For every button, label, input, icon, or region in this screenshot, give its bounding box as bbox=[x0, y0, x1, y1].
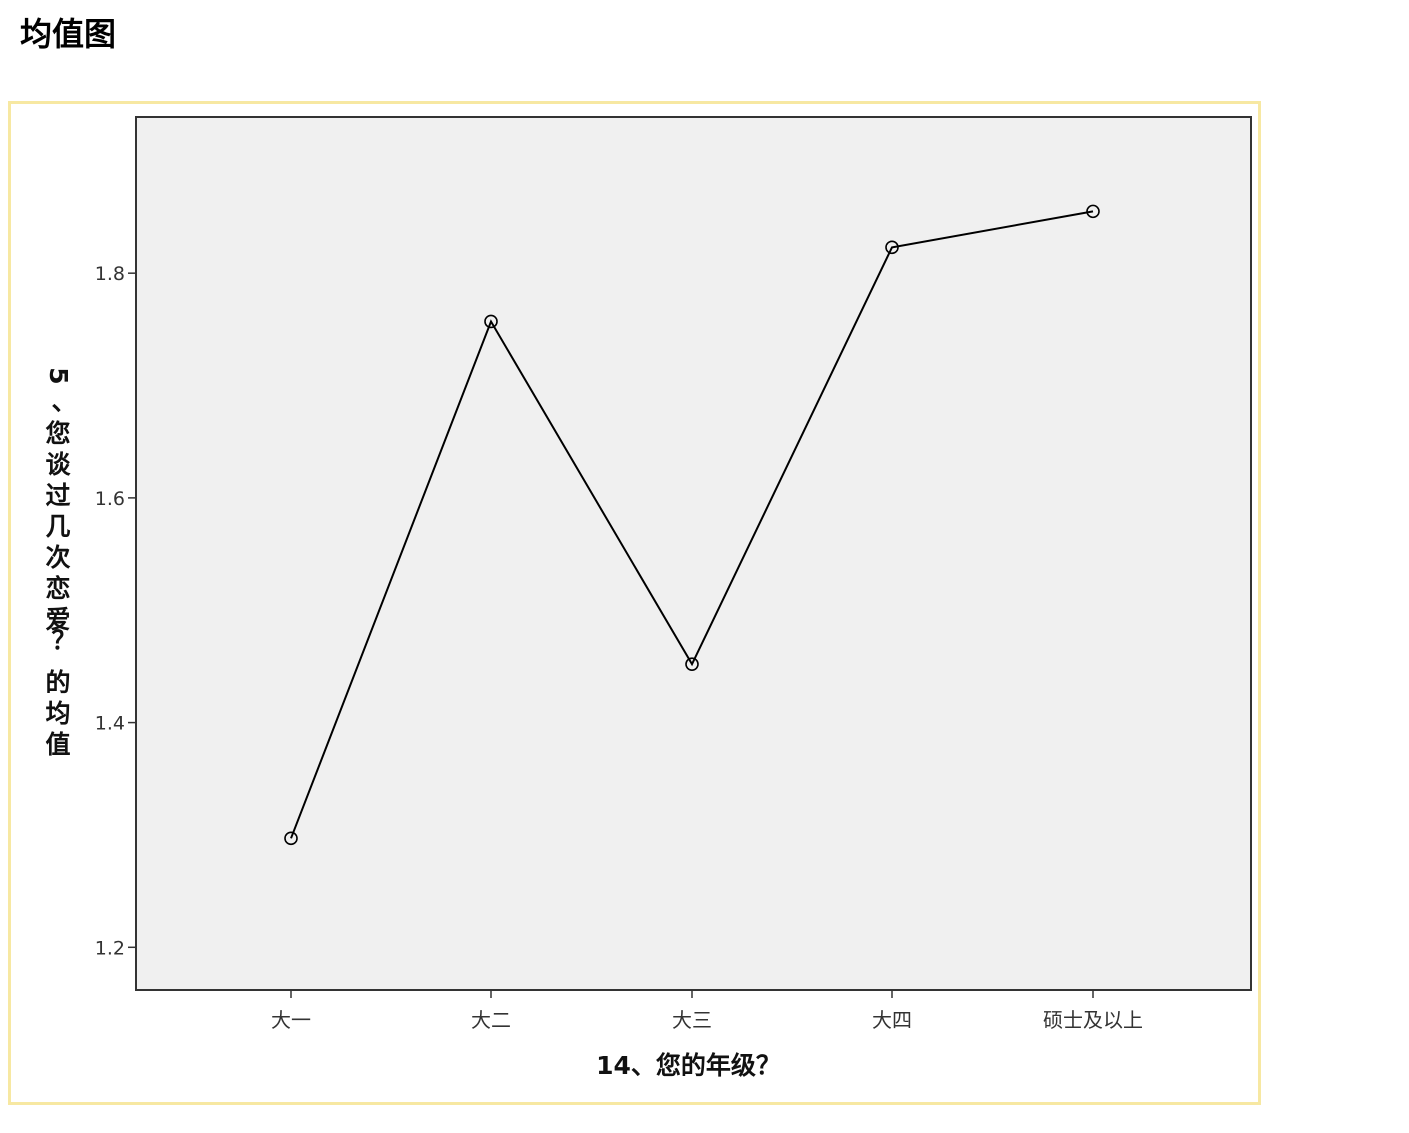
y-axis-title-char: 恋 bbox=[45, 574, 70, 603]
page-title: 均值图 bbox=[20, 15, 117, 53]
x-tick-label: 硕士及以上 bbox=[1043, 1008, 1143, 1032]
y-axis-title-char: 几 bbox=[45, 512, 70, 541]
y-axis-title-char: 值 bbox=[45, 730, 70, 759]
y-axis-title-char: 、 bbox=[51, 387, 76, 416]
y-axis: 1.2 1.4 1.6 1.8 bbox=[95, 263, 136, 959]
x-tick-label: 大四 bbox=[872, 1008, 912, 1032]
chart-frame: 1.2 1.4 1.6 1.8 大一 大二 大三 大四 硕士及以上 14、您的年级？ 5 、您谈… bbox=[8, 101, 1261, 1105]
x-tick-label: 大一 bbox=[271, 1008, 311, 1032]
y-axis-title-char: 5 bbox=[44, 367, 73, 384]
y-axis-title-char: 均 bbox=[45, 699, 70, 728]
x-axis: 大一 大二 大三 大四 硕士及以上 bbox=[271, 990, 1143, 1032]
mean-plot-chart: 1.2 1.4 1.6 1.8 大一 大二 大三 大四 硕士及以上 14、您的年级？ 5 、您谈… bbox=[44, 116, 1252, 1080]
y-axis-title-char: 过 bbox=[45, 481, 70, 510]
y-axis-title-char: 次 bbox=[45, 543, 70, 572]
y-tick-label: 1.8 bbox=[95, 263, 125, 285]
y-axis-title-char: 您 bbox=[45, 419, 70, 448]
y-axis-title-char: 的 bbox=[45, 668, 70, 697]
data-point bbox=[885, 240, 899, 255]
y-tick-label: 1.6 bbox=[95, 488, 125, 510]
data-point bbox=[1086, 204, 1100, 219]
y-tick-label: 1.2 bbox=[95, 937, 125, 959]
mean-series-line bbox=[290, 210, 1094, 839]
data-point bbox=[484, 314, 498, 329]
data-point bbox=[284, 831, 298, 846]
y-axis-title-char: ？ bbox=[51, 626, 76, 655]
y-axis-title-char: 谈 bbox=[45, 450, 71, 479]
y-axis-title-char: 爱 bbox=[45, 605, 70, 634]
x-axis-title: 14、您的年级？ bbox=[596, 1051, 781, 1080]
y-tick-label: 1.4 bbox=[95, 713, 125, 735]
x-tick-label: 大三 bbox=[672, 1008, 712, 1032]
plot-area bbox=[135, 116, 1252, 991]
data-points bbox=[284, 204, 1100, 846]
data-point bbox=[685, 657, 699, 671]
x-tick-label: 大二 bbox=[471, 1008, 511, 1032]
